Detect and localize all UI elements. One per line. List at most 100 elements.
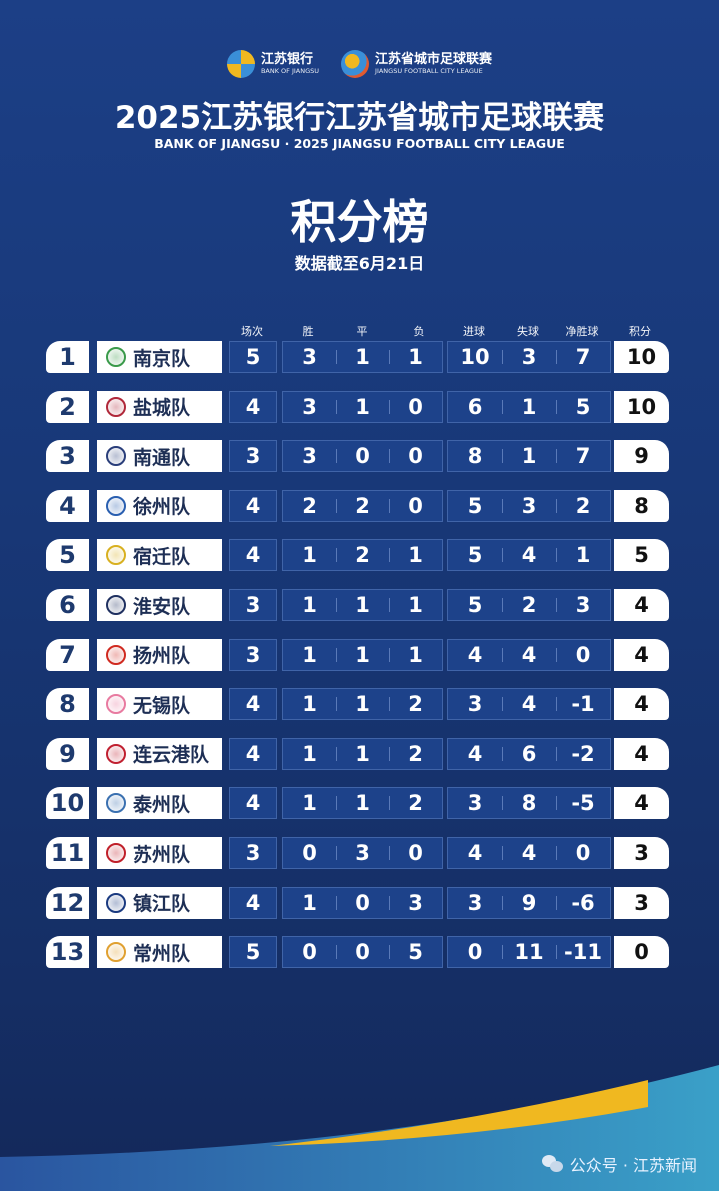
played-cell: 5 <box>245 940 261 965</box>
l-cell: 1 <box>389 345 442 369</box>
l-cell: 2 <box>389 692 442 716</box>
gf-cell: 4 <box>467 642 483 667</box>
ga-cell: 1 <box>502 395 556 419</box>
gd-cell: -2 <box>556 742 610 766</box>
l-cell: 1 <box>389 643 442 667</box>
team-name-box: 扬州队 <box>97 638 222 671</box>
team-name-box: 苏州队 <box>97 837 222 869</box>
l-cell: 5 <box>389 940 442 964</box>
goals-box: 10 3 7 <box>447 341 611 373</box>
team-badge-icon <box>106 396 126 417</box>
d-cell: 1 <box>336 742 389 766</box>
gd-cell: 0 <box>556 841 610 865</box>
team-badge-icon <box>106 793 126 814</box>
standings-heading: 积分榜 <box>290 195 429 249</box>
gf-cell: 10 <box>460 345 490 369</box>
team-badge-icon <box>106 446 126 467</box>
gd-cell: 3 <box>556 593 610 617</box>
ga-cell: 3 <box>502 345 556 369</box>
gd-cell: 7 <box>556 345 610 369</box>
points: 3 <box>614 886 669 919</box>
bank-logo-en: BANK OF JIANGSU <box>260 66 320 75</box>
l-cell: 3 <box>389 891 442 915</box>
points: 9 <box>614 440 669 473</box>
column-header: 失球 <box>517 325 539 338</box>
played-box: 5 <box>229 936 277 969</box>
ga-cell: 1 <box>502 444 556 468</box>
team-name-box: 盐城队 <box>97 390 222 423</box>
column-header: 净胜球 <box>565 325 599 338</box>
played-box: 4 <box>229 737 277 770</box>
played-cell: 3 <box>245 593 261 617</box>
team-name-box: 泰州队 <box>97 787 222 820</box>
logos: 江苏银行 BANK OF JIANGSU 江苏省城市足球联赛 JIANGSU FOO… <box>0 50 719 78</box>
points: 4 <box>614 638 669 671</box>
d-cell: 2 <box>336 494 389 518</box>
bank-logo-icon <box>226 50 255 78</box>
team-name: 苏州队 <box>133 843 191 866</box>
played-box: 5 <box>229 341 277 373</box>
played-box: 3 <box>229 589 277 621</box>
gf-cell: 5 <box>467 493 483 518</box>
team-name: 南京队 <box>133 347 191 370</box>
team-badge-icon <box>106 595 126 615</box>
w-cell: 3 <box>302 394 317 419</box>
ga-cell: 8 <box>502 791 556 815</box>
gd-cell: -5 <box>556 791 610 815</box>
column-header: 平 <box>356 325 368 338</box>
wechat-icon <box>541 1155 564 1173</box>
team-badge-icon <box>106 644 126 665</box>
played-cell: 3 <box>245 841 261 865</box>
team-name-box: 无锡队 <box>97 688 222 721</box>
played-box: 4 <box>229 688 277 721</box>
team-name: 宿迁队 <box>133 545 191 568</box>
rank: 5 <box>46 539 89 572</box>
poster-subtitle: BANK OF JIANGSU · 2025 JIANGSU FOOTBALL … <box>154 136 565 151</box>
gold-stripe <box>270 1080 648 1146</box>
goals-box: 3 9 -6 <box>447 886 611 919</box>
gd-cell: 1 <box>556 543 610 567</box>
column-header: 场次 <box>241 325 263 338</box>
decorative-wave <box>0 1065 719 1191</box>
team-name: 扬州队 <box>133 645 191 668</box>
credit-text: 公众号 · 江苏新闻 <box>569 1156 697 1175</box>
w-cell: 1 <box>302 543 317 568</box>
team-badge-icon <box>106 892 126 913</box>
rank: 3 <box>46 440 89 473</box>
w-cell: 3 <box>302 444 317 469</box>
played-cell: 4 <box>245 543 261 568</box>
team-badge-icon <box>106 694 126 715</box>
played-cell: 4 <box>245 692 261 717</box>
d-cell: 1 <box>336 791 389 815</box>
ga-cell: 11 <box>502 940 556 964</box>
team-badge-icon <box>106 743 126 764</box>
gd-cell: 2 <box>556 494 610 518</box>
played-cell: 5 <box>245 345 261 369</box>
played-box: 4 <box>229 489 277 522</box>
gd-cell: 5 <box>556 395 610 419</box>
l-cell: 0 <box>389 841 442 865</box>
column-header: 负 <box>413 325 425 338</box>
gf-cell: 4 <box>467 841 483 865</box>
w-cell: 0 <box>302 841 317 865</box>
w-cell: 1 <box>302 692 317 717</box>
w-cell: 1 <box>302 791 317 816</box>
wechat-credit: 公众号 · 江苏新闻 <box>541 1152 697 1176</box>
team-name-box: 连云港队 <box>97 737 222 770</box>
team-name: 常州队 <box>133 942 191 965</box>
